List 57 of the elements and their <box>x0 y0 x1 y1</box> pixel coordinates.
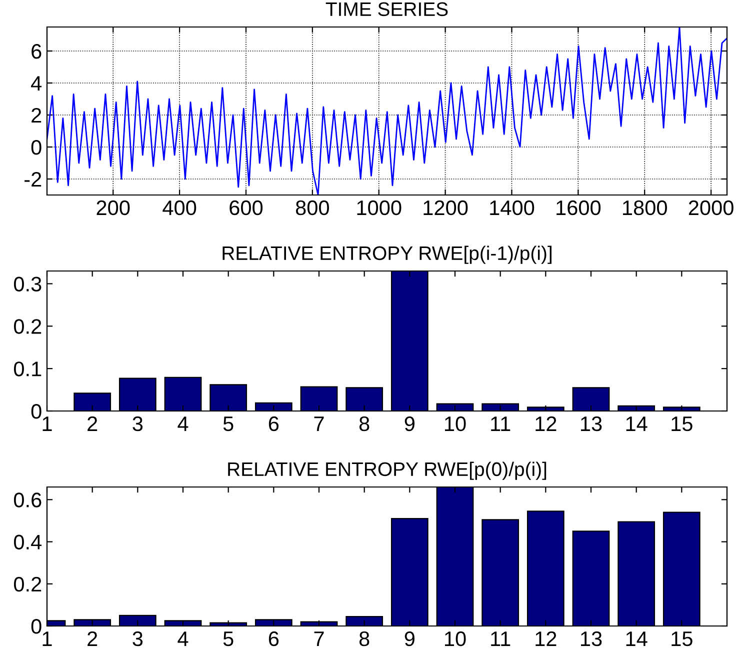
x-tick-label: 1800 <box>623 200 667 216</box>
x-tick-label: 15 <box>672 632 692 646</box>
y-tick-label: 0 <box>31 619 42 634</box>
x-tick-label: 11 <box>491 416 510 431</box>
x-tick-label: 14 <box>626 416 648 431</box>
x-tick-label: 15 <box>672 416 692 432</box>
y-tick-label: 0.1 <box>14 362 42 376</box>
x-tick-label: 2 <box>88 416 98 431</box>
x-tick-label: 5 <box>223 632 234 646</box>
y-tick-label: 0.3 <box>14 276 42 292</box>
line-series <box>47 27 727 195</box>
x-tick-label: 1200 <box>424 200 468 216</box>
chart-title: RELATIVE ENTROPY RWE[p(0)/p(i)] <box>228 462 546 480</box>
x-tick-label: 7 <box>314 416 324 431</box>
x-tick-label: 13 <box>581 631 602 646</box>
y-tick-label: 0.2 <box>14 319 42 334</box>
y-tick-label: 0 <box>31 404 42 419</box>
x-tick-label: 13 <box>581 416 602 432</box>
chart-title: TIME SERIES <box>326 2 448 16</box>
x-tick-label: 11 <box>491 632 510 646</box>
y-tick-label: 0 <box>31 140 42 155</box>
y-tick-label: 2 <box>32 108 42 123</box>
x-tick-label: 200 <box>96 200 130 216</box>
x-tick-label: 800 <box>296 200 329 216</box>
x-tick-label: 1600 <box>556 200 601 216</box>
x-tick-label: 1400 <box>490 200 534 216</box>
x-tick-label: 12 <box>536 631 556 646</box>
y-tick-label: 4 <box>31 76 42 91</box>
x-tick-label: 8 <box>359 416 370 432</box>
x-tick-label: 1 <box>42 632 52 646</box>
x-tick-label: 8 <box>359 631 370 646</box>
x-tick-label: 7 <box>314 632 324 646</box>
y-tick-label: -2 <box>24 172 42 187</box>
x-tick-label: 400 <box>162 200 196 216</box>
x-tick-label: 9 <box>404 416 414 432</box>
x-tick-label: 4 <box>178 632 188 646</box>
x-tick-label: 1000 <box>357 200 402 216</box>
x-tick-label: 2 <box>88 631 98 646</box>
x-tick-label: 600 <box>230 200 263 216</box>
x-tick-label: 3 <box>132 416 143 432</box>
y-tick-label: 0.2 <box>14 576 42 592</box>
x-tick-label: 3 <box>132 631 143 646</box>
x-tick-label: 5 <box>223 416 234 432</box>
x-tick-label: 2000 <box>688 200 734 216</box>
x-tick-label: 1 <box>42 416 52 431</box>
x-tick-label: 10 <box>445 416 466 432</box>
x-tick-label: 14 <box>626 632 648 646</box>
x-tick-label: 6 <box>268 416 279 432</box>
y-tick-label: 6 <box>32 44 42 59</box>
x-tick-label: 9 <box>404 631 414 646</box>
y-tick-label: 0.6 <box>14 492 42 508</box>
x-tick-label: 4 <box>178 416 188 431</box>
chart-title: RELATIVE ENTROPY RWE[p(i-1)/p(i)] <box>222 246 552 264</box>
x-tick-label: 10 <box>445 631 466 646</box>
y-tick-label: 0.4 <box>14 534 42 550</box>
x-tick-label: 12 <box>536 416 556 431</box>
x-tick-label: 6 <box>268 631 279 646</box>
